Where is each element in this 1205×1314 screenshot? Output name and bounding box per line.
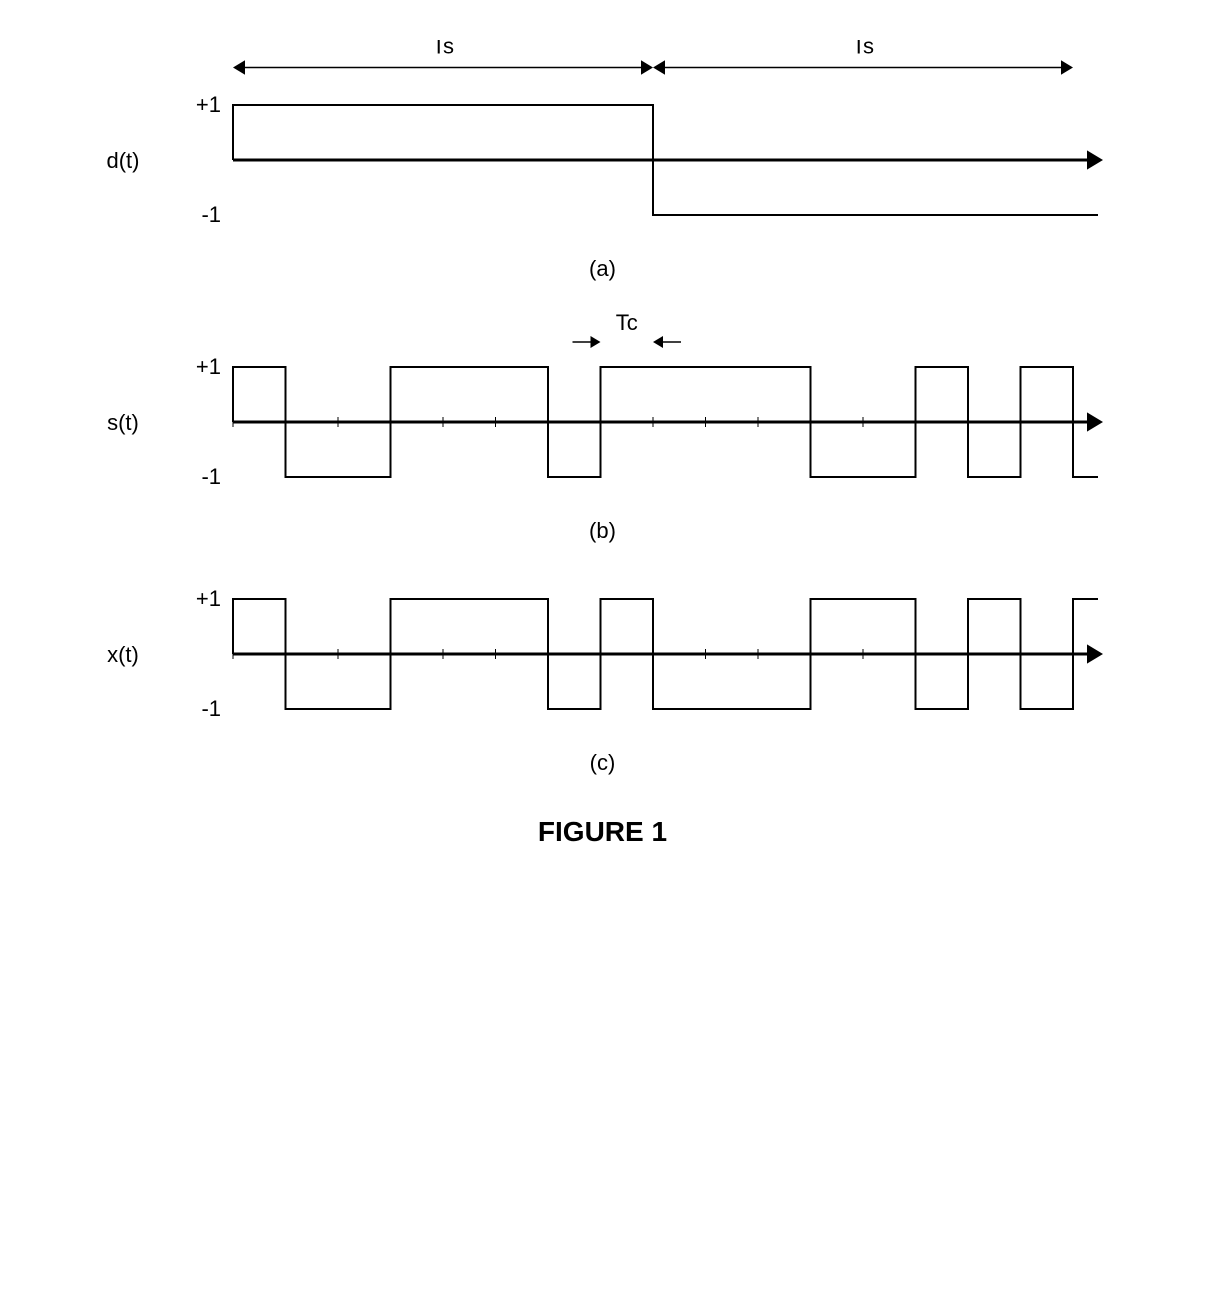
ytick-minus1: -1 <box>201 464 221 489</box>
ts-label: Ts <box>852 40 874 59</box>
y-axis-label: x(t) <box>107 642 139 667</box>
chart-a: Ts Ts +1 -1 d(t) <box>53 40 1113 250</box>
ytick-plus1: +1 <box>195 586 220 611</box>
sub-label-a: (a) <box>53 256 1153 282</box>
ytick-plus1: +1 <box>195 92 220 117</box>
chart-c: +1 -1 x(t) <box>53 574 1113 744</box>
chart-b: Tc +1 -1 s(t) <box>53 312 1113 512</box>
figure-title: FIGURE 1 <box>53 816 1153 848</box>
y-axis-label: s(t) <box>107 410 139 435</box>
subplot-b: Tc +1 -1 s(t) (b) <box>53 312 1153 544</box>
y-axis-label: d(t) <box>106 148 139 173</box>
subplot-c: +1 -1 x(t) (c) <box>53 574 1153 776</box>
figure-container: TsTs+1-1d(t)(a)Tc+1-1s(t)(b)+1-1x(t)(c) … <box>53 40 1153 848</box>
ts-label: Ts <box>432 40 454 59</box>
tc-label: Tc <box>615 312 637 335</box>
ytick-minus1: -1 <box>201 202 221 227</box>
subplot-a: Ts Ts +1 -1 d(t) (a) <box>53 40 1153 282</box>
charts-root: Ts Ts +1 -1 d(t) (a) Tc +1 -1 s(t) (b) +1 -1 x(t) (c) <box>53 40 1153 776</box>
ytick-minus1: -1 <box>201 696 221 721</box>
sub-label-c: (c) <box>53 750 1153 776</box>
ytick-plus1: +1 <box>195 354 220 379</box>
sub-label-b: (b) <box>53 518 1153 544</box>
